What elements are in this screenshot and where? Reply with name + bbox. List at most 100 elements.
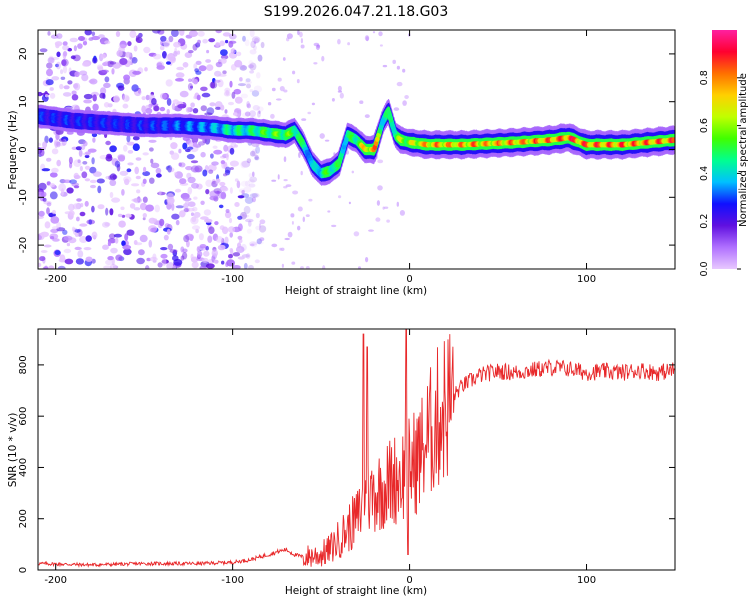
noise-speckle bbox=[239, 77, 243, 82]
noise-speckle bbox=[192, 108, 199, 114]
snr-x-label: Height of straight line (km) bbox=[285, 585, 427, 597]
noise-speckle bbox=[190, 253, 194, 260]
noise-speckle bbox=[219, 40, 225, 47]
noise-speckle bbox=[353, 231, 360, 237]
noise-speckle bbox=[127, 162, 134, 166]
noise-speckle bbox=[56, 159, 61, 167]
noise-speckle bbox=[102, 244, 109, 250]
x-tick-label: -100 bbox=[221, 575, 244, 586]
x-tick-label: 100 bbox=[577, 274, 596, 285]
noise-speckle bbox=[62, 65, 68, 74]
spectrogram-x-label: Height of straight line (km) bbox=[285, 285, 427, 297]
noise-speckle bbox=[290, 213, 295, 218]
noise-speckle bbox=[105, 259, 113, 266]
noise-speckle bbox=[46, 207, 50, 215]
noise-speckle bbox=[138, 249, 145, 256]
noise-speckle bbox=[119, 58, 128, 65]
noise-speckle bbox=[337, 85, 342, 92]
noise-speckle bbox=[135, 175, 141, 180]
noise-speckle bbox=[175, 78, 184, 82]
noise-speckle bbox=[305, 214, 310, 218]
noise-speckle bbox=[207, 164, 217, 172]
noise-speckle bbox=[200, 151, 206, 158]
noise-speckle bbox=[113, 233, 122, 238]
noise-speckle bbox=[297, 30, 300, 36]
noise-speckle bbox=[291, 261, 296, 265]
noise-speckle bbox=[120, 206, 125, 211]
noise-speckle bbox=[142, 213, 147, 218]
noise-speckle bbox=[52, 238, 60, 242]
noise-speckle bbox=[231, 91, 236, 99]
noise-speckle bbox=[56, 33, 63, 39]
noise-speckle bbox=[229, 232, 233, 238]
noise-speckle bbox=[178, 148, 182, 154]
noise-speckle bbox=[246, 83, 251, 89]
noise-speckle bbox=[151, 98, 157, 105]
noise-speckle bbox=[195, 70, 202, 75]
noise-speckle bbox=[131, 183, 140, 187]
noise-speckle bbox=[234, 59, 243, 68]
noise-speckle bbox=[62, 92, 72, 97]
noise-speckle bbox=[89, 179, 97, 184]
noise-speckle bbox=[251, 196, 256, 203]
noise-speckle bbox=[199, 265, 207, 269]
noise-speckle bbox=[40, 191, 47, 198]
noise-speckle bbox=[169, 56, 176, 62]
x-tick-label: 0 bbox=[406, 575, 412, 586]
noise-speckle bbox=[232, 252, 241, 257]
noise-speckle bbox=[220, 160, 226, 165]
chart-title: S199.2026.047.21.18.G03 bbox=[264, 4, 449, 20]
noise-speckle bbox=[44, 265, 49, 269]
noise-speckle bbox=[66, 187, 74, 194]
noise-speckle bbox=[188, 50, 194, 54]
noise-speckle bbox=[259, 219, 266, 225]
noise-speckle bbox=[203, 209, 212, 216]
noise-speckle bbox=[277, 174, 280, 180]
noise-speckle bbox=[129, 203, 136, 209]
noise-speckle bbox=[163, 234, 169, 241]
noise-speckle bbox=[48, 265, 55, 269]
noise-speckle bbox=[200, 105, 207, 112]
noise-speckle bbox=[184, 52, 193, 58]
noise-speckle bbox=[245, 78, 251, 83]
noise-speckle bbox=[242, 213, 245, 216]
noise-speckle bbox=[245, 218, 254, 223]
noise-speckle bbox=[208, 169, 214, 174]
noise-speckle bbox=[143, 46, 151, 54]
noise-speckle bbox=[109, 179, 117, 186]
noise-speckle bbox=[101, 69, 109, 74]
noise-speckle bbox=[297, 225, 301, 231]
noise-speckle bbox=[71, 226, 76, 232]
noise-speckle bbox=[84, 30, 92, 36]
noise-speckle bbox=[56, 51, 61, 58]
noise-speckle bbox=[234, 144, 238, 148]
noise-speckle bbox=[162, 51, 167, 59]
noise-speckle bbox=[255, 212, 260, 219]
noise-speckle bbox=[77, 250, 84, 258]
snr-frame bbox=[38, 329, 675, 570]
noise-speckle bbox=[153, 105, 160, 112]
noise-speckle bbox=[131, 84, 139, 92]
noise-speckle bbox=[195, 60, 202, 65]
noise-speckle bbox=[205, 189, 210, 195]
noise-speckle bbox=[79, 70, 88, 76]
noise-speckle bbox=[337, 38, 341, 45]
noise-speckle bbox=[44, 135, 49, 144]
noise-speckle bbox=[68, 203, 75, 211]
noise-speckle bbox=[321, 55, 325, 62]
noise-speckle bbox=[270, 113, 275, 119]
noise-speckle bbox=[49, 87, 54, 91]
noise-speckle bbox=[185, 200, 190, 205]
noise-speckle bbox=[241, 160, 251, 168]
colorbar-tick-label: 0.6 bbox=[699, 118, 710, 133]
noise-speckle bbox=[91, 31, 96, 37]
noise-speckle bbox=[244, 180, 251, 187]
noise-speckle bbox=[68, 210, 75, 216]
noise-speckle bbox=[191, 216, 197, 223]
noise-speckle bbox=[46, 157, 52, 162]
noise-speckle bbox=[112, 62, 121, 69]
noise-speckle bbox=[196, 94, 201, 101]
noise-speckle bbox=[87, 148, 97, 153]
noise-speckle bbox=[108, 175, 112, 181]
noise-speckle bbox=[116, 50, 123, 57]
